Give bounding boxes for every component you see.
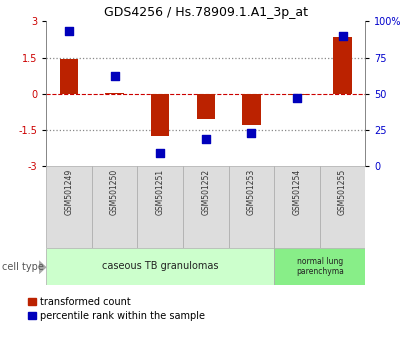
Bar (320, 166, 365, 248)
Text: GSM501253: GSM501253 (247, 169, 256, 215)
Bar (274, 166, 320, 248)
Bar (60, 59, 78, 94)
Bar (46, 166, 92, 248)
Text: GSM501251: GSM501251 (156, 169, 165, 215)
Point (294, 95, 300, 101)
Text: GSM501255: GSM501255 (338, 169, 347, 215)
Title: GDS4256 / Hs.78909.1.A1_3p_at: GDS4256 / Hs.78909.1.A1_3p_at (104, 6, 308, 19)
Point (339, 33, 346, 39)
Text: GSM501254: GSM501254 (292, 169, 302, 215)
Bar (197, 94, 215, 119)
Legend: transformed count, percentile rank within the sample: transformed count, percentile rank withi… (26, 295, 207, 323)
Bar (105, 93, 124, 94)
Text: caseous TB granulomas: caseous TB granulomas (102, 261, 218, 272)
Text: cell type: cell type (2, 262, 44, 272)
Point (248, 130, 255, 136)
Point (202, 136, 209, 142)
Polygon shape (39, 260, 47, 274)
Bar (92, 166, 137, 248)
Bar (46, 248, 274, 285)
Text: normal lung
parenchyma: normal lung parenchyma (296, 257, 344, 276)
Point (66, 29, 72, 34)
Text: GSM501252: GSM501252 (201, 169, 210, 215)
Bar (137, 166, 183, 248)
Point (157, 150, 163, 156)
Text: GSM501249: GSM501249 (65, 169, 73, 215)
Bar (242, 94, 260, 125)
Bar (274, 248, 365, 285)
Bar (183, 166, 228, 248)
Bar (333, 37, 352, 94)
Point (111, 74, 118, 79)
Bar (288, 94, 306, 95)
Bar (228, 166, 274, 248)
Text: GSM501250: GSM501250 (110, 169, 119, 215)
Bar (151, 94, 169, 136)
